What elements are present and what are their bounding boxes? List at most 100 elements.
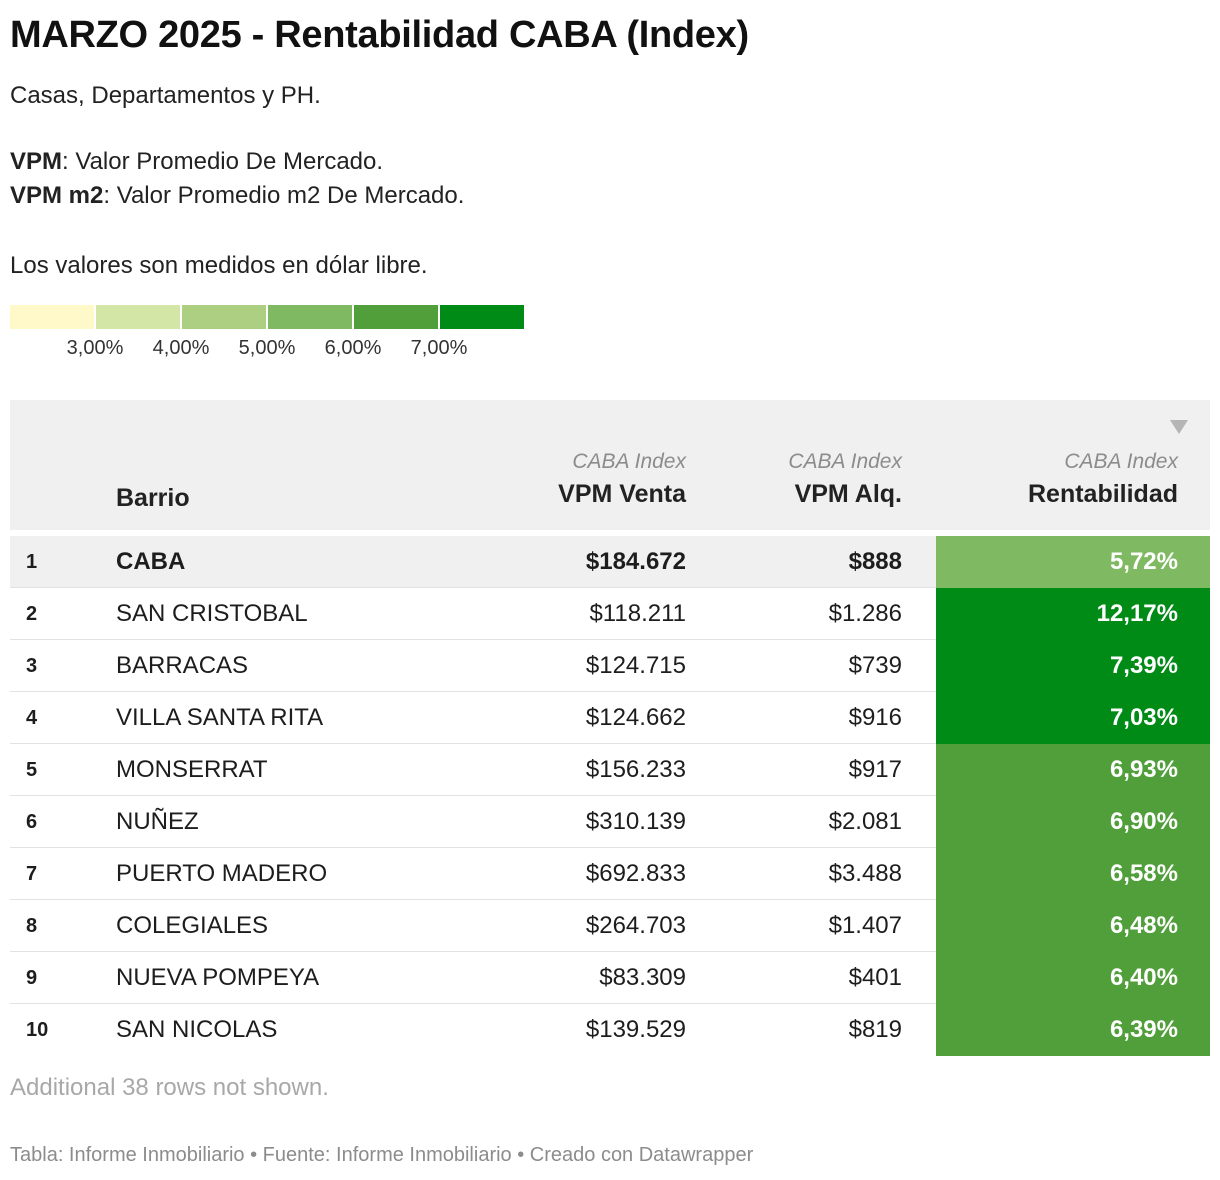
header-rentabilidad-sub: CABA Index [1064, 450, 1178, 473]
table-row: 8 COLEGIALES $264.703 $1.407 6,48% [10, 900, 1210, 952]
row-rentabilidad: 6,90% [936, 796, 1210, 848]
row-vpm-alq: $401 [848, 964, 902, 991]
row-vpm-venta: $124.715 [585, 652, 686, 679]
row-rank: 2 [26, 603, 38, 625]
table-row: 6 NUÑEZ $310.139 $2.081 6,90% [10, 796, 1210, 848]
legend-swatch [354, 305, 438, 329]
row-vpm-venta: $124.662 [585, 704, 686, 731]
row-vpm-venta: $83.309 [599, 964, 686, 991]
legend-tick-label: 4,00% [152, 337, 210, 359]
row-rank: 7 [26, 863, 38, 885]
row-barrio: SAN NICOLAS [116, 1016, 278, 1043]
color-legend: 3,00% 4,00% 5,00% 6,00% 7,00% [10, 305, 530, 359]
data-table: Barrio CABA Index VPM Venta CABA Index V… [10, 400, 1210, 1056]
chart-title: MARZO 2025 - Rentabilidad CABA (Index) [10, 14, 749, 56]
header-barrio[interactable]: Barrio [116, 484, 190, 513]
row-vpm-venta: $118.211 [589, 600, 686, 627]
legend-swatch [268, 305, 352, 329]
row-vpm-venta: $264.703 [585, 912, 686, 939]
description-subtitle: Casas, Departamentos y PH. [10, 82, 321, 109]
row-rank: 6 [26, 811, 38, 833]
row-rentabilidad: 6,39% [936, 1004, 1210, 1056]
description-vpm: VPM: Valor Promedio De Mercado. [10, 148, 383, 176]
row-vpm-alq: $739 [848, 652, 902, 679]
currency-note: Los valores son medidos en dólar libre. [10, 252, 428, 279]
row-rentabilidad: 6,93% [936, 744, 1210, 796]
row-rank: 5 [26, 759, 38, 781]
footer-credits: Tabla: Informe Inmobiliario • Fuente: In… [10, 1144, 754, 1166]
legend-swatch [96, 305, 180, 329]
row-vpm-alq: $2.081 [828, 808, 902, 835]
header-vpm-alq-label: VPM Alq. [794, 480, 902, 508]
row-rentabilidad: 6,40% [936, 952, 1210, 1004]
header-vpm-alq[interactable]: CABA Index VPM Alq. [788, 450, 902, 509]
row-vpm-alq: $888 [848, 548, 902, 575]
row-vpm-venta: $184.672 [585, 548, 686, 575]
row-rentabilidad: 6,58% [936, 848, 1210, 900]
row-rank: 8 [26, 915, 38, 937]
header-vpm-venta-sub: CABA Index [572, 450, 686, 473]
table-row: 2 SAN CRISTOBAL $118.211 $1.286 12,17% [10, 588, 1210, 640]
row-barrio: SAN CRISTOBAL [116, 600, 308, 627]
table-header: Barrio CABA Index VPM Venta CABA Index V… [10, 400, 1210, 530]
legend-swatch [182, 305, 266, 329]
row-rentabilidad: 12,17% [936, 588, 1210, 640]
legend-swatch [10, 305, 94, 329]
row-rank: 4 [26, 707, 38, 729]
row-barrio: VILLA SANTA RITA [116, 704, 324, 731]
row-vpm-venta: $139.529 [585, 1016, 686, 1043]
row-rentabilidad: 7,39% [936, 640, 1210, 692]
header-vpm-alq-sub: CABA Index [788, 450, 902, 473]
row-rank: 3 [26, 655, 38, 677]
row-rentabilidad: 5,72% [936, 536, 1210, 588]
table-row: 4 VILLA SANTA RITA $124.662 $916 7,03% [10, 692, 1210, 744]
description-vpm-m2: VPM m2: Valor Promedio m2 De Mercado. [10, 182, 464, 210]
rows-not-shown-note: Additional 38 rows not shown. [10, 1074, 329, 1101]
row-vpm-alq: $917 [848, 756, 902, 783]
table-body: 1 CABA $184.672 $888 5,72% 2 SAN CRISTOBAL $118… [10, 536, 1210, 1056]
row-barrio: NUÑEZ [116, 808, 199, 835]
legend-tick-label: 7,00% [410, 337, 468, 359]
header-rentabilidad[interactable]: CABA Index Rentabilidad [1028, 450, 1178, 509]
row-vpm-alq: $1.286 [828, 600, 902, 627]
vpm-m2-definition: : Valor Promedio m2 De Mercado. [103, 182, 465, 209]
header-rentabilidad-label: Rentabilidad [1027, 480, 1178, 508]
table-row: 9 NUEVA POMPEYA $83.309 $401 6,40% [10, 952, 1210, 1004]
row-barrio: BARRACAS [116, 652, 249, 679]
row-vpm-alq: $916 [848, 704, 902, 731]
row-vpm-venta: $692.833 [585, 860, 686, 887]
row-vpm-alq: $3.488 [828, 860, 902, 887]
row-rank: 1 [26, 551, 38, 573]
legend-tick-label: 6,00% [324, 337, 382, 359]
row-vpm-venta: $156.233 [585, 756, 686, 783]
legend-tick-label: 5,00% [238, 337, 296, 359]
legend-swatch [440, 305, 524, 329]
row-barrio: MONSERRAT [116, 756, 268, 783]
row-barrio: PUERTO MADERO [116, 860, 328, 887]
row-rank: 10 [26, 1019, 49, 1041]
header-barrio-label: Barrio [116, 484, 190, 512]
header-vpm-venta-label: VPM Venta [558, 480, 686, 508]
row-barrio: COLEGIALES [116, 912, 269, 939]
table-row: 5 MONSERRAT $156.233 $917 6,93% [10, 744, 1210, 796]
row-vpm-alq: $1.407 [828, 912, 902, 939]
row-rentabilidad: 7,03% [936, 692, 1210, 744]
table-row: 1 CABA $184.672 $888 5,72% [10, 536, 1210, 588]
row-barrio: CABA [116, 548, 186, 575]
table-row: 7 PUERTO MADERO $692.833 $3.488 6,58% [10, 848, 1210, 900]
vpm-m2-term: VPM m2 [10, 182, 104, 209]
table-row: 10 SAN NICOLAS $139.529 $819 6,39% [10, 1004, 1210, 1056]
row-barrio: NUEVA POMPEYA [116, 964, 320, 991]
sort-descending-icon[interactable] [1170, 420, 1188, 434]
row-vpm-venta: $310.139 [585, 808, 686, 835]
legend-color-scale [10, 305, 530, 329]
legend-ticks: 3,00% 4,00% 5,00% 6,00% 7,00% [10, 329, 530, 359]
table-row: 3 BARRACAS $124.715 $739 7,39% [10, 640, 1210, 692]
vpm-term: VPM [10, 148, 63, 175]
row-rentabilidad: 6,48% [936, 900, 1210, 952]
vpm-definition: : Valor Promedio De Mercado. [62, 148, 384, 175]
row-rank: 9 [26, 967, 38, 989]
header-vpm-venta[interactable]: CABA Index VPM Venta [558, 450, 686, 509]
legend-tick-label: 3,00% [66, 337, 124, 359]
row-vpm-alq: $819 [848, 1016, 902, 1043]
